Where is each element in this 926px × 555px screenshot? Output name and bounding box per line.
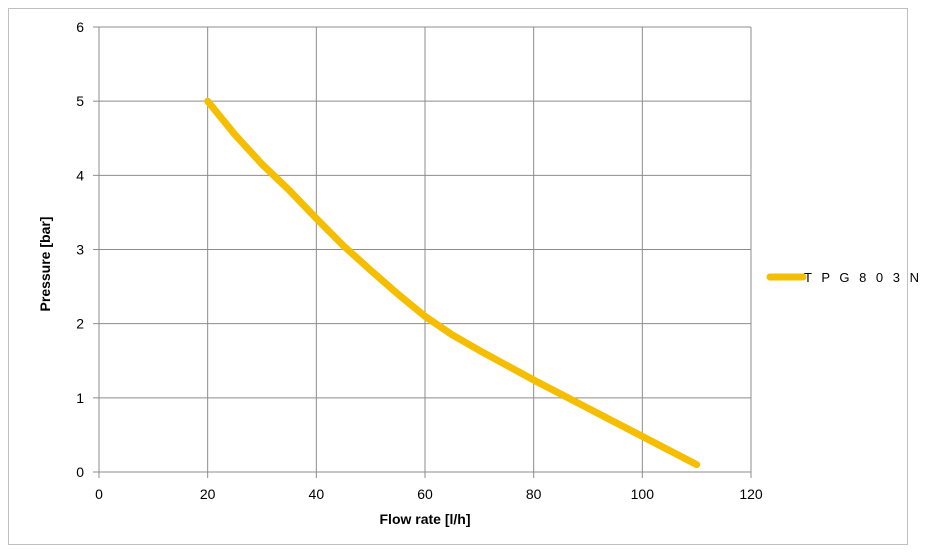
- x-tick-label: 120: [739, 486, 763, 502]
- y-tick-label: 3: [76, 242, 84, 258]
- legend: T P G 8 0 3 N: [766, 270, 922, 285]
- axes: 0 20 40 60 80 100 120 0 1 2 3 4 5 6: [76, 19, 763, 502]
- y-tick-label: 2: [76, 316, 84, 332]
- series-line-0: [204, 97, 701, 469]
- y-tick-label: 6: [76, 19, 84, 35]
- y-tick-label: 5: [76, 93, 84, 109]
- y-tick-label: 4: [76, 167, 84, 183]
- data-point: [315, 217, 317, 219]
- data-point: [424, 315, 426, 317]
- chart-frame: [8, 8, 908, 545]
- x-tick-label: 80: [526, 486, 542, 502]
- data-point: [370, 269, 372, 271]
- data-point: [288, 189, 290, 191]
- y-tick-label: 1: [76, 390, 84, 406]
- x-tick-label: 100: [631, 486, 655, 502]
- data-point: [234, 134, 236, 136]
- data-point: [478, 349, 480, 351]
- data-point: [641, 435, 643, 437]
- data-point: [696, 464, 698, 466]
- data-point: [451, 334, 453, 336]
- x-tick-label: 60: [417, 486, 433, 502]
- x-tick-label: 20: [200, 486, 216, 502]
- data-point: [261, 163, 263, 165]
- data-point: [397, 293, 399, 295]
- y-tick-label: 0: [76, 464, 84, 480]
- x-tick-label: 0: [95, 486, 103, 502]
- data-point: [533, 379, 535, 381]
- legend-label: T P G 8 0 3 N: [804, 270, 922, 285]
- data-point: [587, 407, 589, 409]
- data-point: [207, 100, 209, 102]
- y-axis-title: Pressure [bar]: [37, 217, 53, 312]
- series-layer: [204, 97, 701, 469]
- data-point: [343, 245, 344, 247]
- x-axis-title: Flow rate [l/h]: [380, 511, 471, 527]
- x-tick-label: 40: [309, 486, 325, 502]
- grid: [98, 26, 752, 473]
